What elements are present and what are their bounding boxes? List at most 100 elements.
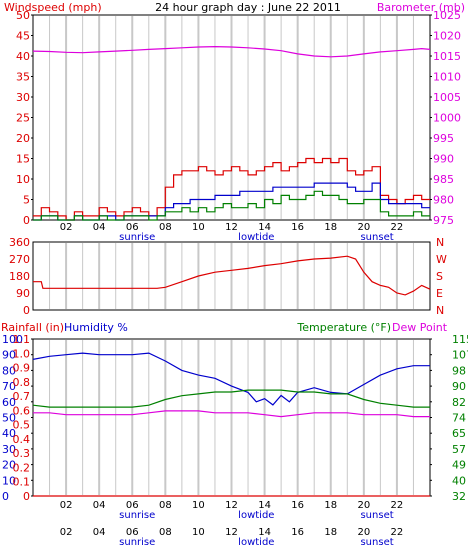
temperature-tick-label: 98 (452, 364, 466, 377)
windspeed-tick-label: 50 (16, 9, 30, 22)
lowtide-marker-label: lowtide (238, 232, 274, 243)
x-tick-label: 12 (225, 500, 238, 511)
compass-tick-label: W (436, 253, 447, 266)
barometer-tick-label: 975 (433, 214, 454, 227)
humidity-tick-label: 80 (2, 364, 16, 377)
windspeed-tick-label: 5 (23, 194, 30, 207)
barometer-tick-label: 1015 (433, 50, 461, 63)
sunset-marker-label: sunset (360, 232, 393, 243)
humidity-tick-label: 70 (2, 380, 16, 393)
green-windspeed-series (33, 190, 430, 221)
red-windspeed-series (33, 157, 430, 221)
rainfall-tick-label: 0 (23, 490, 30, 503)
temperature-tick-label: 90 (452, 380, 466, 393)
temperature-tick-label: 74 (452, 412, 466, 425)
windspeed-tick-label: 45 (16, 30, 30, 43)
x-tick-label: 02 (60, 527, 73, 538)
windspeed-tick-label: 40 (16, 50, 30, 63)
windspeed-tick-label: 35 (16, 71, 30, 84)
direction-degree-tick-label: 360 (9, 236, 30, 249)
x-tick-label: 18 (324, 527, 337, 538)
x-tick-label: 12 (225, 222, 238, 233)
barometer-tick-label: 990 (433, 153, 454, 166)
x-tick-label: 08 (159, 222, 172, 233)
rainfall-tick-label: 0.6 (13, 404, 31, 417)
rainfall-tick-label: 0.3 (13, 447, 31, 460)
plot-layer: 0510152025303540455097598098599099510001… (2, 9, 468, 548)
direction-degree-tick-label: 180 (9, 270, 30, 283)
x-tick-label: 04 (93, 222, 106, 233)
windspeed-tick-label: 15 (16, 153, 30, 166)
humidity-tick-label: 30 (2, 443, 16, 456)
rainfall-tick-label: 0.8 (13, 376, 31, 389)
x-tick-label: 10 (192, 222, 205, 233)
direction-degree-tick-label: 0 (23, 304, 30, 317)
rainfall-tick-label: 0.1 (13, 476, 31, 489)
barometer-series (32, 45, 431, 58)
x-tick-label: 22 (391, 222, 404, 233)
temperature-tick-label: 32 (452, 490, 466, 503)
temperature-tick-label: 115 (452, 333, 468, 346)
barometer-tick-label: 1000 (433, 112, 461, 125)
x-tick-label: 02 (60, 222, 73, 233)
compass-tick-label: E (436, 287, 443, 300)
x-tick-label: 16 (291, 222, 304, 233)
temperature-axis-label: Temperature (°F) (296, 321, 391, 334)
x-tick-label: 18 (324, 500, 337, 511)
windspeed-tick-label: 20 (16, 132, 30, 145)
humidity-tick-label: 100 (2, 333, 23, 346)
x-tick-label: 18 (324, 222, 337, 233)
humidity-tick-label: 10 (2, 474, 16, 487)
windspeed-axis-label: Windspeed (mph) (4, 1, 102, 14)
compass-tick-label: N (436, 304, 444, 317)
direction-degree-tick-label: 90 (16, 287, 30, 300)
x-tick-label: 14 (258, 527, 271, 538)
rainfall-tick-label: 0.9 (13, 362, 31, 375)
sunset-marker-label: sunset (360, 510, 393, 521)
sunrise-marker-label: sunrise (119, 232, 155, 243)
windspeed-tick-label: 25 (16, 112, 30, 125)
lowtide-marker-label: lowtide (238, 537, 274, 548)
x-tick-label: 20 (357, 222, 370, 233)
rainfall-tick-label: 0.7 (13, 390, 31, 403)
humidity-axis-label: Humidity % (64, 321, 128, 334)
barometer-tick-label: 1010 (433, 71, 461, 84)
x-tick-label: 20 (357, 527, 370, 538)
rainfall-axis-label: Rainfall (in) (1, 321, 64, 334)
barometer-tick-label: 1005 (433, 91, 461, 104)
temperature-tick-label: 57 (452, 443, 466, 456)
compass-tick-label: N (436, 236, 444, 249)
x-tick-label: 16 (291, 527, 304, 538)
x-tick-label: 16 (291, 500, 304, 511)
x-tick-label: 14 (258, 500, 271, 511)
rainfall-tick-label: 1.0 (13, 347, 31, 360)
humidity-tick-label: 60 (2, 396, 16, 409)
humidity-series (32, 352, 430, 406)
temperature-tick-label: 40 (452, 474, 466, 487)
x-tick-label: 06 (126, 222, 139, 233)
temperature-series (32, 389, 430, 408)
wind-direction-series (33, 255, 431, 296)
temperature-tick-label: 107 (452, 349, 468, 362)
x-tick-label: 14 (258, 222, 271, 233)
x-tick-label: 22 (391, 500, 404, 511)
x-tick-label: 10 (192, 527, 205, 538)
x-tick-label: 06 (126, 500, 139, 511)
rainfall-tick-label: 0.2 (13, 461, 31, 474)
temperature-tick-label: 65 (452, 427, 466, 440)
direction-degree-tick-label: 270 (9, 253, 30, 266)
rainfall-tick-label: 0.4 (13, 433, 31, 446)
windspeed-tick-label: 30 (16, 91, 30, 104)
x-tick-label: 02 (60, 500, 73, 511)
humidity-tick-label: 90 (2, 349, 16, 362)
barometer-tick-label: 995 (433, 132, 454, 145)
dew-point-axis-label: Dew Point (392, 321, 448, 334)
panel-2-frame (32, 241, 431, 311)
temperature-tick-label: 82 (452, 396, 466, 409)
humidity-tick-label: 0 (2, 490, 9, 503)
temperature-tick-label: 49 (452, 459, 466, 472)
barometer-tick-label: 1020 (433, 30, 461, 43)
x-tick-label: 08 (159, 500, 172, 511)
humidity-tick-label: 20 (2, 459, 16, 472)
